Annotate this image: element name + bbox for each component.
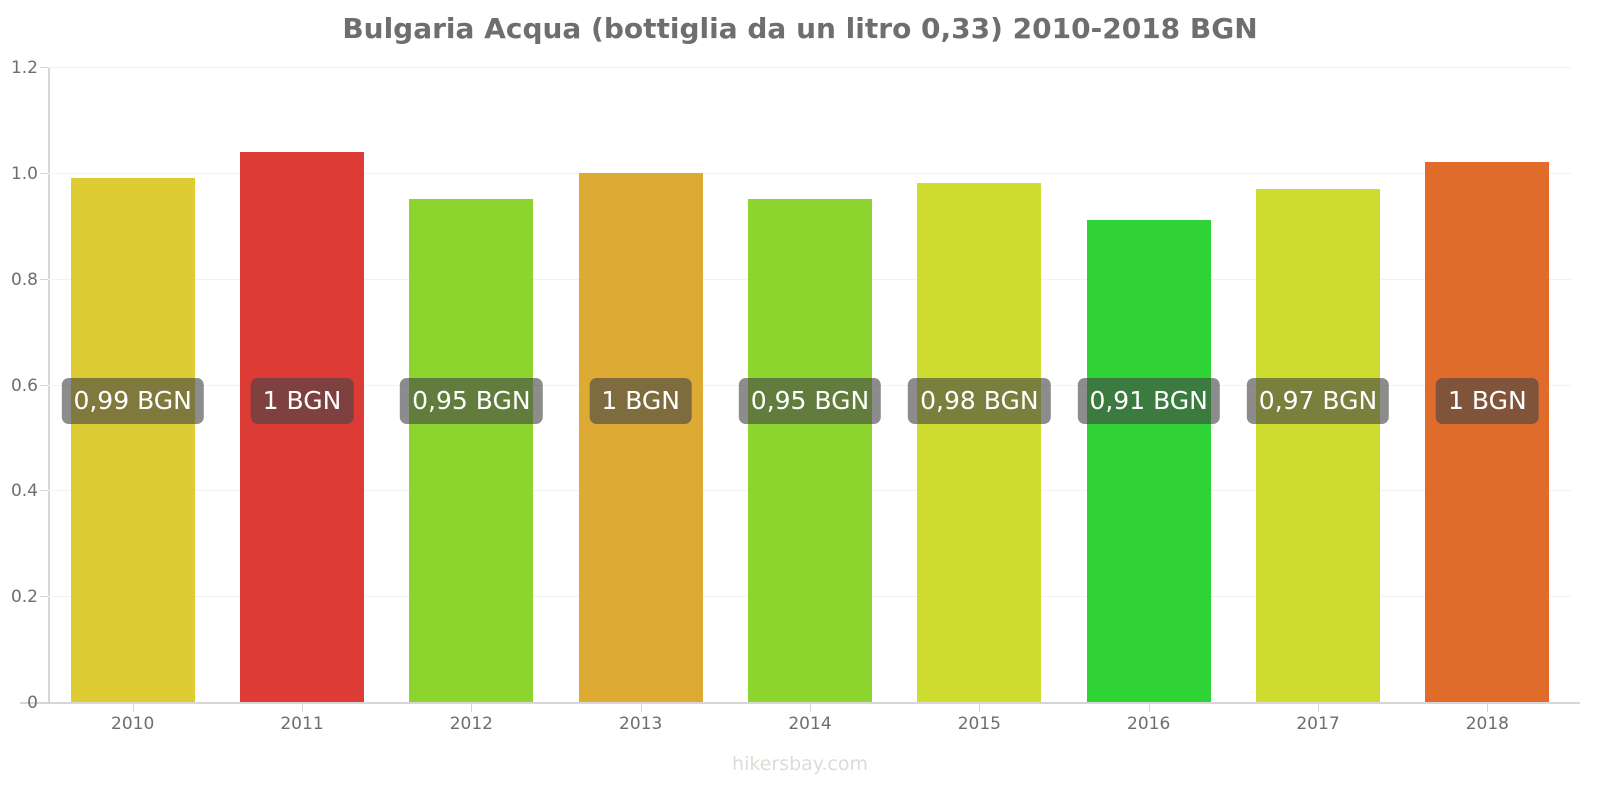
bar-value-label-2014: 0,95 BGN <box>738 378 882 424</box>
x-tick-label-2014: 2014 <box>788 714 832 734</box>
bar-2011[interactable] <box>240 151 364 702</box>
x-tick-mark <box>810 703 811 712</box>
x-tick-mark <box>132 703 134 712</box>
x-tick-mark <box>1487 703 1489 712</box>
y-tick-mark <box>40 384 48 386</box>
bar-value-label-2011: 1 BGN <box>250 378 354 424</box>
footer-credit: hikersbay.com <box>732 753 868 775</box>
bar-2014[interactable] <box>748 199 872 702</box>
x-tick-label-2012: 2012 <box>449 714 493 734</box>
y-tick-mark <box>40 172 48 174</box>
y-tick-label: 0.8 <box>10 269 38 290</box>
plot-area <box>48 67 1572 704</box>
x-tick-label-2011: 2011 <box>280 714 324 734</box>
y-tick-label: 0 <box>27 693 38 713</box>
bar-2013[interactable] <box>578 172 703 702</box>
y-tick-mark <box>40 596 48 598</box>
x-tick-label-2010: 2010 <box>111 714 155 734</box>
bar-2017[interactable] <box>1256 188 1380 702</box>
x-tick-mark <box>979 703 981 712</box>
chart-title: Bulgaria Acqua (bottiglia da un litro 0,… <box>342 12 1258 45</box>
bar-value-label-2017: 0,97 BGN <box>1246 378 1390 424</box>
y-tick-mark <box>40 702 48 703</box>
x-tick-mark <box>1148 703 1150 712</box>
gridline-1.2 <box>48 67 1572 68</box>
x-tick-mark <box>640 703 642 712</box>
x-tick-label-2015: 2015 <box>957 714 1001 734</box>
bar-value-label-2016: 0,91 BGN <box>1077 378 1220 424</box>
y-tick-mark <box>40 278 48 280</box>
y-tick-mark <box>40 67 48 68</box>
bar-2016[interactable] <box>1086 220 1211 702</box>
x-tick-mark <box>471 703 473 712</box>
x-tick-mark <box>302 703 303 712</box>
bar-value-label-2010: 0,99 BGN <box>61 378 204 424</box>
bar-2012[interactable] <box>409 199 534 702</box>
x-tick-mark <box>1318 703 1319 712</box>
bar-value-label-2015: 0,98 BGN <box>908 378 1051 424</box>
y-tick-label: 1.0 <box>10 163 38 184</box>
bar-value-label-2012: 0,95 BGN <box>400 378 543 424</box>
x-tick-label-2018: 2018 <box>1465 714 1509 734</box>
bar-2015[interactable] <box>917 183 1042 702</box>
x-tick-label-2017: 2017 <box>1296 714 1340 734</box>
bar-2010[interactable] <box>70 178 195 702</box>
bar-2018[interactable] <box>1425 162 1550 702</box>
gridline-1.0 <box>48 172 1572 174</box>
bar-value-label-2013: 1 BGN <box>589 378 692 424</box>
x-tick-label-2013: 2013 <box>619 714 663 734</box>
y-tick-label: 0.4 <box>10 481 38 502</box>
y-axis-spine <box>48 67 50 704</box>
y-tick-label: 0.6 <box>10 375 38 396</box>
y-tick-label: 0.2 <box>10 587 38 608</box>
y-tick-label: 1.2 <box>10 58 38 78</box>
x-tick-label-2016: 2016 <box>1127 714 1171 734</box>
y-tick-mark <box>40 490 48 492</box>
bar-value-label-2018: 1 BGN <box>1436 378 1539 424</box>
